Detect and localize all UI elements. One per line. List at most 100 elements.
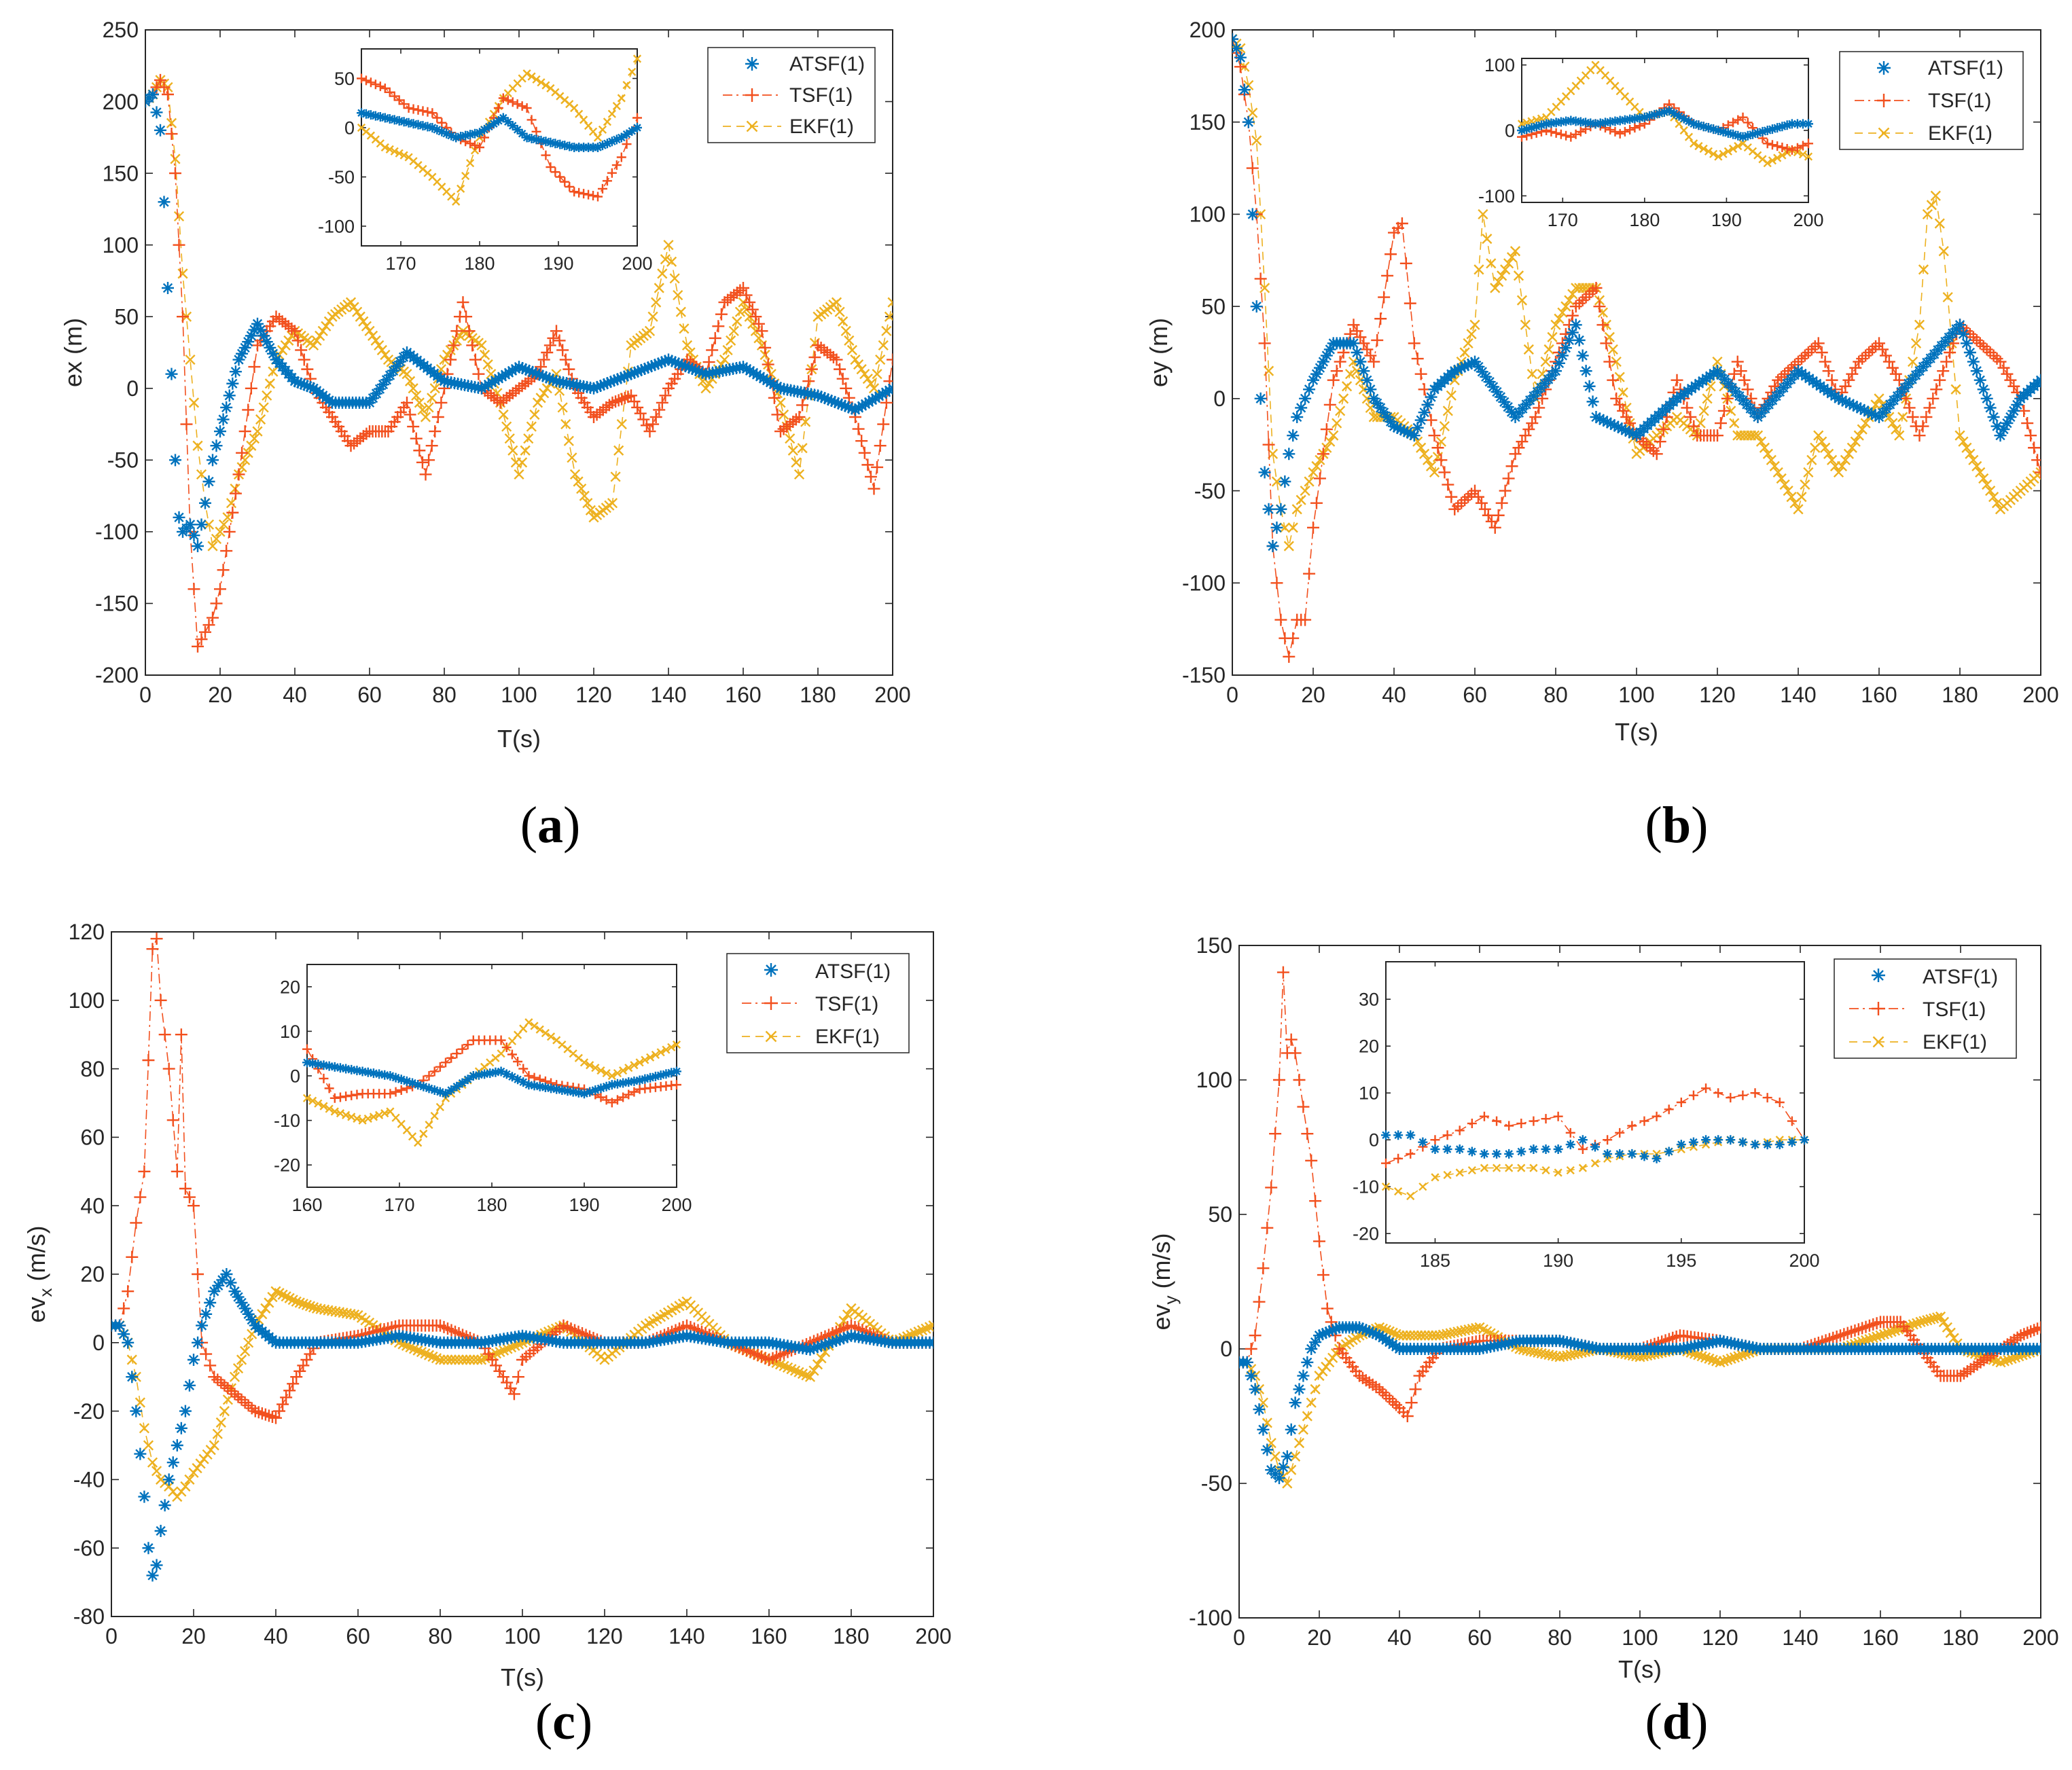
- chart-d-point-tsf1: [1305, 1154, 1318, 1167]
- chart-d-point-ekf1: [1935, 1311, 1946, 1322]
- chart-d-inset-point-atsf1: [1762, 1140, 1772, 1150]
- chart-b-inset-xtick-label: 180: [1629, 210, 1660, 230]
- chart-a-inset-point-atsf1: [616, 132, 626, 143]
- chart-c-ytick-label: -80: [73, 1604, 105, 1629]
- chart-a-point-atsf1: [210, 439, 223, 452]
- chart-b-point-atsf1: [1505, 405, 1518, 418]
- chart-a-point-tsf1: [469, 353, 482, 366]
- chart-b-point-tsf1: [1657, 423, 1670, 436]
- chart-b-inset-point-atsf1: [1718, 126, 1728, 137]
- chart-a-point-atsf1: [154, 124, 166, 137]
- chart-b-point-tsf1: [1842, 374, 1855, 386]
- chart-a-point-tsf1: [245, 382, 257, 395]
- chart-a-point-ekf1: [211, 533, 222, 545]
- chart-c-point-atsf1: [242, 1307, 255, 1320]
- chart-c-inset-point-atsf1: [661, 1069, 671, 1079]
- chart-b-point-ekf1: [1296, 494, 1306, 505]
- chart-d-point-ekf1: [1929, 1313, 1940, 1324]
- chart-c-inset-point-atsf1: [435, 1087, 445, 1097]
- chart-d-inset-point-atsf1: [1713, 1135, 1723, 1145]
- chart-b-point-ekf1: [1540, 356, 1551, 367]
- chart-a-xtick-label: 180: [800, 683, 836, 707]
- chart-c-ytick-label: 40: [80, 1193, 105, 1218]
- chart-d-point-tsf1: [1321, 1302, 1334, 1315]
- chart-c-point-atsf1: [823, 1337, 835, 1350]
- chart-b-point-ekf1: [1975, 467, 1986, 478]
- chart-d-series-atsf1: [1239, 1321, 2041, 1485]
- chart-a-inset-point-ekf1: [380, 143, 389, 152]
- chart-a-point-tsf1: [855, 435, 868, 448]
- chart-a-ytick-label: 200: [103, 90, 139, 114]
- chart-b-point-atsf1: [1378, 406, 1391, 419]
- chart-b-point-ekf1: [1918, 264, 1929, 275]
- chart-c-point-ekf1: [209, 1440, 219, 1451]
- chart-c-inset-point-ekf1: [302, 1094, 312, 1102]
- chart-b-point-ekf1: [1910, 338, 1922, 349]
- chart-b-point-atsf1: [1364, 383, 1377, 396]
- chart-a-inset-xtick-label: 200: [622, 253, 652, 274]
- chart-a-point-ekf1: [376, 344, 387, 356]
- chart-d-point-ekf1: [1700, 1352, 1711, 1363]
- chart-b-point-ekf1: [1510, 246, 1521, 257]
- chart-b-point-tsf1: [1262, 438, 1275, 451]
- chart-b-inset-point-ekf1: [1763, 159, 1772, 168]
- chart-a-point-ekf1: [613, 445, 624, 456]
- chart-b-point-ekf1: [1705, 381, 1716, 392]
- chart-a-ytick-label: 100: [103, 233, 139, 257]
- chart-d-point-ekf1: [1282, 1478, 1293, 1489]
- chart-a-point-tsf1: [154, 73, 166, 86]
- chart-b-point-tsf1: [1610, 392, 1623, 405]
- chart-a-inset-point-atsf1: [536, 135, 546, 145]
- chart-b-point-tsf1: [2035, 466, 2041, 479]
- chart-b-point-ekf1: [1247, 107, 1258, 118]
- chart-c-inset-point-atsf1: [463, 1074, 473, 1085]
- chart-b-point-atsf1: [1487, 380, 1500, 393]
- chart-d-legend: ATSF(1) TSF(1) EKF(1): [1834, 958, 2017, 1059]
- chart-a-point-atsf1: [540, 371, 552, 384]
- chart-a-point-ekf1: [775, 397, 786, 408]
- chart-c-inset-point-ekf1: [419, 1130, 428, 1138]
- chart-b-point-atsf1: [1303, 383, 1316, 396]
- chart-a-inset-point-ekf1: [588, 127, 598, 136]
- chart-b-point-atsf1: [1381, 411, 1394, 423]
- chart-c-inset-point-tsf1: [346, 1090, 357, 1100]
- chart-a-point-tsf1: [640, 419, 653, 432]
- chart-b-point-tsf1: [1650, 448, 1663, 460]
- chart-c-inset-point-ekf1: [630, 1061, 639, 1070]
- chart-a-point-tsf1: [214, 583, 226, 596]
- chart-a-inset-point-tsf1: [432, 113, 442, 123]
- chart-a-point-tsf1: [519, 377, 532, 390]
- chart-b-point-atsf1: [1681, 384, 1694, 397]
- chart-b-series-tsf1: [1232, 33, 2041, 663]
- chart-b-point-ekf1: [1325, 436, 1336, 447]
- chart-b-point-ekf1: [1942, 291, 1953, 303]
- chart-b-point-ekf1: [1439, 420, 1450, 432]
- chart-b-inset-point-ekf1: [1778, 151, 1787, 160]
- chart-d-point-ekf1: [1310, 1384, 1321, 1394]
- chart-b-point-tsf1: [1620, 411, 1633, 423]
- chart-a-inset-point-ekf1: [465, 159, 475, 168]
- chart-d-point-atsf1: [1257, 1423, 1270, 1436]
- chart-b-inset-ytick-label: 100: [1484, 55, 1515, 75]
- chart-b-point-atsf1: [1287, 429, 1300, 442]
- chart-c-point-ekf1: [264, 1297, 274, 1308]
- chart-b-point-tsf1: [1478, 503, 1491, 516]
- chart-b-point-ekf1: [1857, 424, 1868, 435]
- chart-c-xtick-label: 80: [428, 1624, 452, 1648]
- chart-c-point-atsf1: [113, 1319, 126, 1332]
- chart-a-point-atsf1: [737, 361, 749, 374]
- chart-a-point-tsf1: [220, 545, 233, 558]
- chart-a-point-ekf1: [582, 498, 593, 509]
- chart-b-point-atsf1: [1556, 349, 1569, 362]
- chart-d-inset-point-tsf1: [1565, 1127, 1575, 1138]
- chart-b-point-ekf1: [1279, 522, 1290, 533]
- chart-a-point-ekf1: [679, 323, 690, 334]
- chart-b-point-ekf1: [1459, 347, 1470, 358]
- chart-b-inset-point-atsf1: [1566, 115, 1576, 126]
- chart-d-ytick-label: 100: [1196, 1068, 1232, 1092]
- chart-a-point-ekf1: [523, 433, 534, 444]
- chart-b-point-atsf1: [1465, 357, 1478, 369]
- chart-b-inset-point-ekf1: [1684, 132, 1694, 141]
- chart-c-inset-point-atsf1: [618, 1078, 628, 1088]
